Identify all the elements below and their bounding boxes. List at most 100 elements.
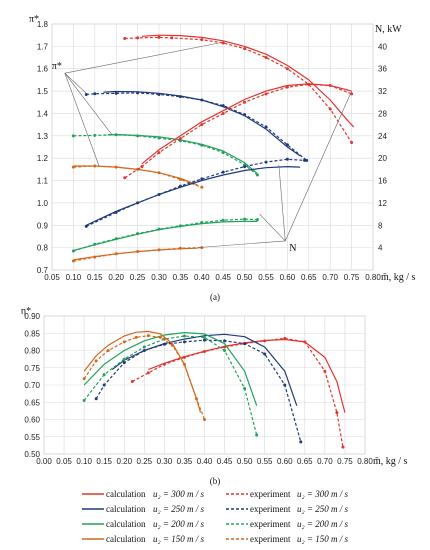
x-tick-label: 0.15 xyxy=(87,273,103,282)
series-experiment-u-250-m-s xyxy=(95,339,302,443)
data-point xyxy=(182,355,186,359)
data-point xyxy=(157,227,161,231)
data-point xyxy=(264,125,268,129)
legend-u-experiment: u₂ = 300 m / s xyxy=(297,489,348,499)
data-point xyxy=(157,171,161,175)
x-axis-label: m̄, kg / s xyxy=(381,272,416,283)
y2-tick-label: 4 xyxy=(378,244,383,253)
x-tick-label: 0.65 xyxy=(301,273,317,282)
y2-tick-label: 36 xyxy=(378,65,387,74)
data-point xyxy=(94,397,98,401)
data-point xyxy=(328,84,332,87)
data-point xyxy=(71,134,75,138)
x-tick-label: 0.05 xyxy=(56,457,72,466)
series-calculation-u-250-m-s-n xyxy=(85,166,301,226)
data-point xyxy=(243,386,247,390)
data-point xyxy=(264,56,268,60)
plot-area xyxy=(51,23,374,271)
data-point xyxy=(303,158,307,162)
data-point xyxy=(114,133,118,137)
data-point xyxy=(142,345,146,349)
leader-line-n xyxy=(284,90,352,242)
x-tick-label: 0.00 xyxy=(36,457,52,466)
y-tick-label: 1.2 xyxy=(37,154,49,163)
legend-u-calculation: u₂ = 300 m / s xyxy=(153,489,204,499)
x-tick-label: 0.70 xyxy=(317,457,333,466)
data-point xyxy=(285,143,289,147)
y2-tick-label: 12 xyxy=(378,199,387,208)
data-point xyxy=(178,184,182,188)
data-point xyxy=(114,237,118,241)
data-point xyxy=(140,165,144,169)
legend-u-calculation: u₂ = 250 m / s xyxy=(153,504,204,514)
x-tick-label: 0.75 xyxy=(337,457,353,466)
data-point xyxy=(102,383,106,387)
y-tick-label: 1.3 xyxy=(37,132,49,141)
x-tick-label: 0.75 xyxy=(344,273,360,282)
data-point xyxy=(94,359,98,363)
legend-label-calculation: calculation xyxy=(106,519,146,529)
data-point xyxy=(335,411,339,415)
x-tick-label: 0.25 xyxy=(130,273,146,282)
data-point xyxy=(114,210,118,214)
x-tick-label: 0.35 xyxy=(173,273,189,282)
x-tick-label: 0.45 xyxy=(215,273,231,282)
series-calculation-u-250-m-s xyxy=(111,333,298,406)
series-experiment-u-300-m-s-- xyxy=(124,36,353,143)
y-tick-label: 1.7 xyxy=(37,42,49,51)
data-point xyxy=(263,352,267,356)
data-point xyxy=(142,349,146,352)
x-tick-label: 0.30 xyxy=(151,273,167,282)
data-point xyxy=(134,335,138,339)
data-point xyxy=(114,91,118,95)
data-point xyxy=(328,107,332,111)
y2-tick-label: 40 xyxy=(378,42,387,51)
data-point xyxy=(221,104,225,108)
data-point xyxy=(223,339,227,343)
x-tick-label: 0.80 xyxy=(365,273,381,282)
y-tick-label: 1.8 xyxy=(37,20,49,29)
leader-line-pi xyxy=(64,42,219,74)
data-point xyxy=(93,133,97,137)
leader-line-n xyxy=(197,240,286,248)
y-tick-label: 0.55 xyxy=(24,433,40,442)
data-point xyxy=(341,445,345,449)
data-point xyxy=(221,218,225,222)
data-point xyxy=(136,134,140,138)
chart-a: 0.05 0.10 0.15 0.20 0.25 0.30 0.35 0.40 0.45 0.50… xyxy=(29,14,416,283)
data-point xyxy=(136,91,140,95)
data-point xyxy=(157,136,161,140)
legend-label-experiment: experiment xyxy=(250,489,291,499)
data-point xyxy=(200,38,204,42)
data-point xyxy=(157,92,161,96)
series-experiment-u-200-m-s xyxy=(83,335,258,436)
data-point xyxy=(93,164,97,168)
data-point xyxy=(93,255,97,259)
data-point xyxy=(170,36,174,40)
y-tick-label: 1.0 xyxy=(37,199,49,208)
legend-label-calculation: calculation xyxy=(106,534,146,544)
data-point xyxy=(157,151,161,155)
x-tick-label: 0.60 xyxy=(277,457,293,466)
data-point xyxy=(307,82,311,86)
y-tick-label: 0.75 xyxy=(24,364,40,373)
legend-label-experiment: experiment xyxy=(250,519,291,529)
x-tick-label: 0.20 xyxy=(116,457,132,466)
data-point xyxy=(178,137,182,141)
data-point xyxy=(157,35,161,39)
x-tick-label: 0.50 xyxy=(237,273,253,282)
y-tick-label: 0.50 xyxy=(24,450,40,459)
x-tick-label: 0.60 xyxy=(280,273,296,282)
data-point xyxy=(82,399,86,403)
data-point xyxy=(106,349,110,352)
y-tick-label: 1.5 xyxy=(37,87,49,96)
data-point xyxy=(243,113,247,117)
data-point xyxy=(102,373,106,377)
y2-tick-label: 28 xyxy=(378,109,387,118)
data-point xyxy=(283,336,287,340)
x-tick-label: 0.05 xyxy=(44,273,60,282)
data-point xyxy=(255,433,259,437)
y-tick-label: 0.8 xyxy=(37,244,49,253)
data-point xyxy=(200,123,204,127)
